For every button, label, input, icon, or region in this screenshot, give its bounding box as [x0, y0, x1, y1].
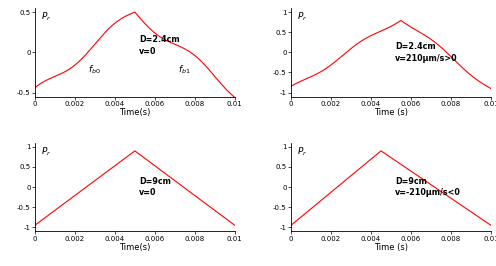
Text: $P_r$: $P_r$	[41, 11, 51, 23]
Text: D=2.4cm
v=0: D=2.4cm v=0	[139, 35, 180, 56]
Text: $P_r$: $P_r$	[41, 146, 51, 158]
Text: $P_r$: $P_r$	[297, 146, 308, 158]
Text: D=9cm
v=-210μm/s<0: D=9cm v=-210μm/s<0	[395, 177, 461, 197]
Text: D=9cm
v=0: D=9cm v=0	[139, 177, 171, 197]
Text: $f_{b0}$: $f_{b0}$	[88, 64, 101, 76]
Text: $P_r$: $P_r$	[297, 11, 308, 23]
X-axis label: Time (s): Time (s)	[374, 243, 408, 252]
Text: D=2.4cm
v=210μm/s>0: D=2.4cm v=210μm/s>0	[395, 42, 458, 63]
X-axis label: Time (s): Time (s)	[374, 108, 408, 117]
X-axis label: Time(s): Time(s)	[119, 108, 150, 117]
X-axis label: Time(s): Time(s)	[119, 243, 150, 252]
Text: $f_{b1}$: $f_{b1}$	[179, 64, 191, 76]
